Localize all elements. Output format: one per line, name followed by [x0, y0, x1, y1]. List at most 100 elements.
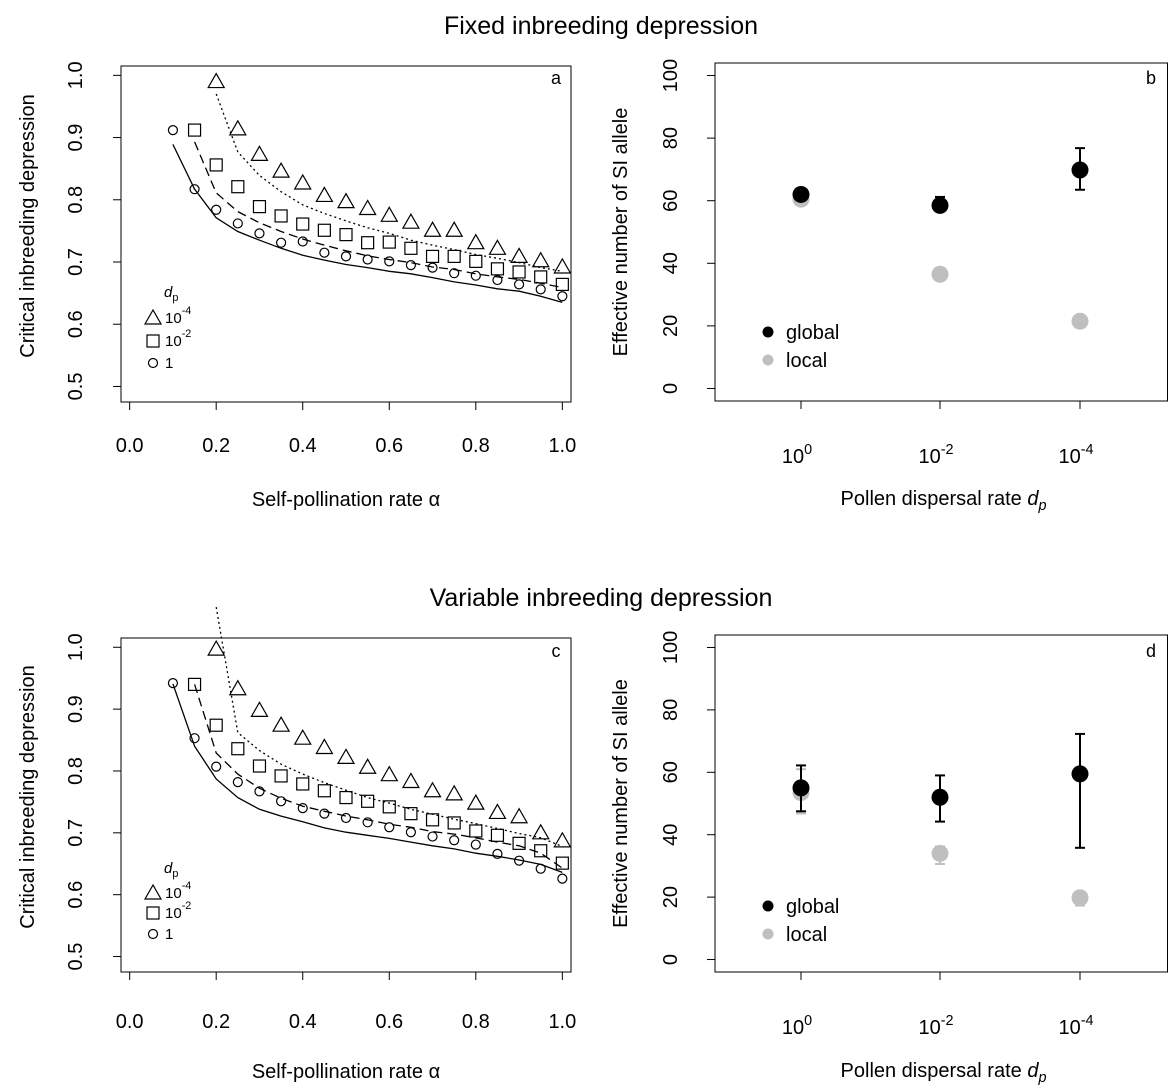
data-point-circle [427, 831, 438, 842]
y-axis-title: Critical inbreeding depression [17, 94, 39, 357]
data-point-triangle [445, 221, 464, 237]
data-point-square [404, 807, 418, 821]
plot-frame [120, 637, 572, 973]
plot-frame [120, 65, 572, 403]
legend-marker-triangle [143, 883, 163, 900]
data-point-square [512, 265, 526, 279]
data-point-circle [362, 254, 373, 265]
y-tick-label: 80 [660, 127, 682, 149]
data-point-circle [535, 284, 546, 295]
data-point-triangle [293, 173, 312, 190]
data-point-square [490, 262, 505, 276]
x-tick-label: 0.4 [289, 1011, 317, 1033]
data-point-square [317, 223, 331, 237]
data-point-triangle [510, 247, 529, 263]
legend-marker-square [146, 906, 160, 920]
plot-frame [714, 634, 1168, 973]
y-tick-label: 40 [660, 252, 682, 274]
legend-label: global [786, 896, 839, 918]
data-point-circle [167, 678, 179, 689]
data-point-triangle [466, 233, 485, 250]
data-point-square [361, 236, 375, 250]
data-point-global [792, 185, 810, 203]
legend-marker-square [146, 334, 160, 348]
data-point-triangle [207, 72, 226, 89]
x-axis-title: Self-pollination rate α [252, 1061, 440, 1083]
y-tick-label: 60 [660, 190, 682, 212]
legend-label: 10-2 [165, 328, 191, 350]
x-tick-label: 0.2 [202, 1011, 230, 1033]
x-tick-label: 10-2 [918, 442, 953, 468]
y-tick-label: 60 [660, 761, 682, 783]
data-point-square [382, 235, 396, 249]
row-title-variable: Variable inbreeding depression [430, 584, 773, 612]
data-point-triangle [380, 206, 399, 222]
data-point-square [404, 241, 418, 255]
data-point-global [1071, 765, 1089, 783]
data-point-local [931, 265, 949, 283]
data-point-square [339, 228, 353, 242]
legend-marker-global [762, 900, 774, 912]
data-point-square [469, 254, 483, 268]
x-tick-label: 10-4 [1058, 1013, 1093, 1039]
legend-label: 1 [165, 355, 173, 372]
x-tick-label: 100 [782, 442, 812, 468]
data-point-circle [275, 237, 287, 248]
data-point-square [209, 158, 223, 172]
data-point-circle [492, 848, 503, 859]
series-curve-square [194, 141, 563, 289]
data-point-circle [254, 786, 265, 797]
data-point-local [1071, 312, 1089, 330]
plot-frame [714, 62, 1168, 402]
series-curve-circle [172, 144, 563, 304]
y-tick-label: 100 [660, 59, 682, 92]
legend-label: 1 [165, 926, 173, 943]
data-point-circle [557, 873, 568, 884]
data-point-square [231, 742, 245, 756]
data-point-triangle [445, 784, 464, 801]
data-point-triangle [531, 251, 550, 268]
data-point-circle [470, 270, 481, 281]
y-tick-label: 20 [660, 315, 682, 337]
data-point-square [231, 180, 245, 194]
data-point-circle [319, 247, 330, 258]
legend-label: 10-2 [165, 900, 191, 922]
data-point-square [317, 784, 331, 798]
data-point-square [555, 856, 569, 870]
data-point-circle [232, 218, 243, 229]
y-tick-label: 40 [660, 824, 682, 846]
x-axis-title: Self-pollination rate α [252, 489, 440, 511]
y-tick-label: 20 [660, 886, 682, 908]
data-point-global [931, 788, 949, 806]
data-point-circle [449, 835, 460, 846]
data-point-circle [384, 822, 395, 833]
data-point-triangle [293, 728, 312, 745]
data-point-triangle [228, 679, 247, 696]
data-point-square [209, 718, 223, 732]
data-point-square [447, 249, 461, 263]
data-point-triangle [401, 212, 420, 229]
data-point-triangle [510, 807, 529, 824]
data-point-circle [189, 733, 200, 744]
data-point-local [1071, 889, 1089, 907]
y-tick-label: 1.0 [65, 61, 87, 89]
data-point-local [931, 844, 949, 862]
x-tick-label: 10-4 [1058, 442, 1093, 468]
data-point-square [274, 769, 288, 783]
data-point-triangle [423, 781, 442, 798]
legend-label: 10-4 [165, 305, 191, 327]
panel-letter: c [552, 641, 561, 661]
legend-marker-local [762, 928, 774, 940]
data-point-triangle [531, 823, 550, 840]
x-tick-label: 0.0 [116, 435, 144, 457]
data-point-square [447, 816, 461, 830]
plot-area [172, 606, 563, 874]
legend-marker-circle [147, 928, 159, 940]
data-point-circle [492, 274, 503, 286]
series-curve-square [193, 684, 563, 869]
legend-label: global [786, 322, 839, 344]
data-point-triangle [488, 803, 507, 820]
x-tick-label: 10-2 [918, 1013, 953, 1039]
y-tick-label: 0.9 [65, 695, 87, 723]
data-point-square [534, 844, 548, 858]
